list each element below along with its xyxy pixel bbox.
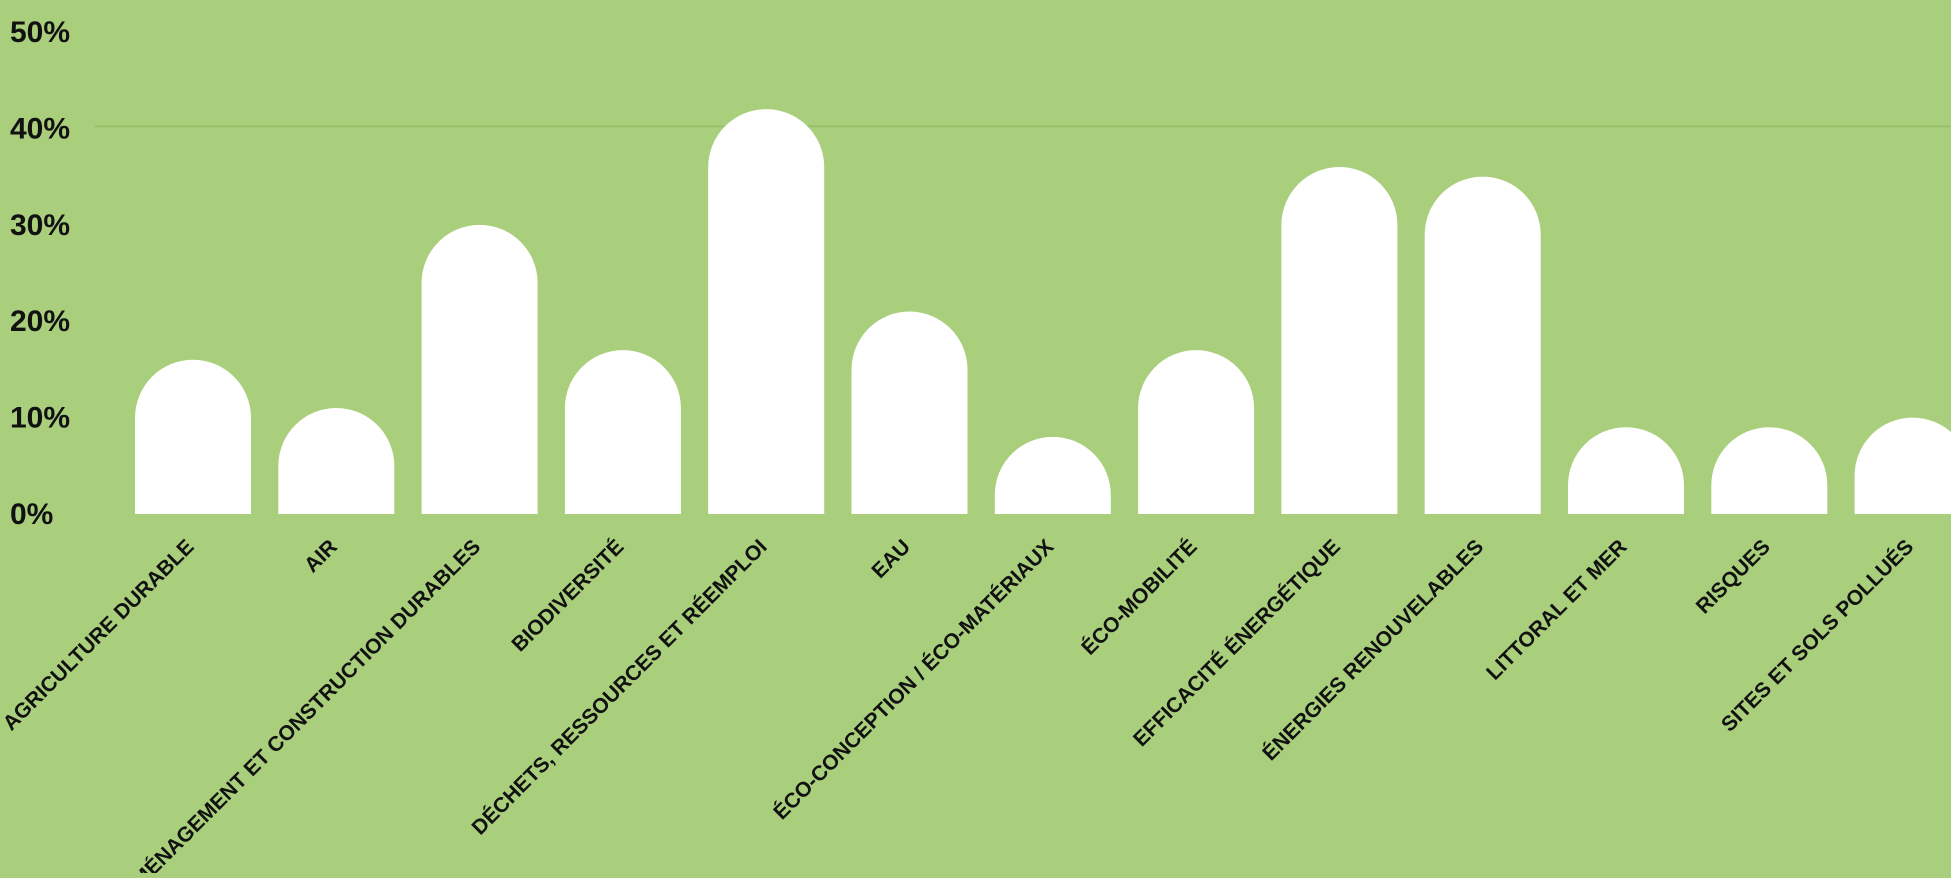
- x-category-label: ÉCO-MOBILITÉ: [1077, 535, 1201, 659]
- bar: [1854, 417, 1951, 514]
- x-category-label: AGRICULTURE DURABLE: [0, 535, 199, 735]
- y-tick-label: 50%: [10, 16, 70, 49]
- bar: [421, 224, 538, 514]
- x-category-label: BIODIVERSITÉ: [507, 535, 628, 656]
- y-axis-ticks: 0% 10% 20% 30% 40% 50%: [10, 16, 70, 531]
- bars-layer: [135, 109, 1951, 515]
- bar: [1711, 427, 1828, 514]
- x-category-label: AMÉNAGEMENT ET CONSTRUCTION DURABLES: [117, 535, 485, 873]
- bar: [708, 109, 825, 514]
- bar: [1281, 166, 1398, 514]
- y-tick-label: 20%: [10, 305, 70, 338]
- x-category-label: RISQUES: [1692, 535, 1775, 618]
- x-category-label: EAU: [867, 535, 915, 583]
- x-category-label: DÉCHETS, RESSOURCES ET RÉEMPLOI: [468, 535, 772, 839]
- y-tick-label: 40%: [10, 112, 70, 145]
- bar: [851, 311, 968, 514]
- x-category-label: ÉCO-CONCEPTION / ÉCO-MATÉRIAUX: [769, 535, 1058, 824]
- x-category-label: AIR: [300, 535, 342, 577]
- bar: [135, 359, 251, 514]
- bar: [278, 407, 395, 514]
- x-category-label: LITTORAL ET MER: [1482, 535, 1631, 684]
- bar: [564, 350, 681, 514]
- y-tick-label: 30%: [10, 209, 70, 242]
- bar: [1568, 427, 1684, 514]
- x-category-label: ÉNERGIES RENOUVELABLES: [1258, 535, 1488, 765]
- y-tick-label: 10%: [10, 402, 70, 435]
- bar: [1424, 176, 1541, 515]
- y-tick-label: 0%: [10, 498, 53, 531]
- bar: [1138, 350, 1255, 514]
- bar: [994, 436, 1111, 514]
